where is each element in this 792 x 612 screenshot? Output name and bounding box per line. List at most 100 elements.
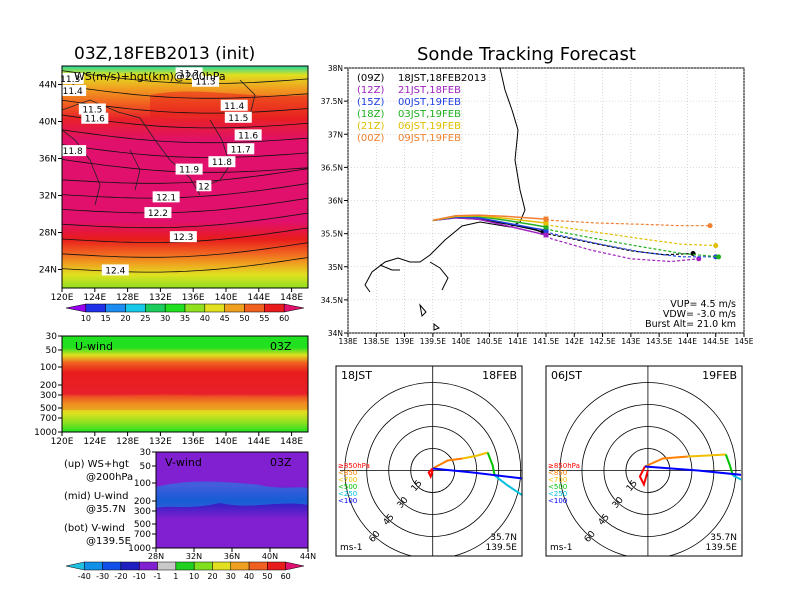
landing-marker [696,256,702,262]
colorbar-cell [85,303,106,313]
track-x-ticks: 138E 138.5E 139E 139.5E 140E 140.5E 141E 141.5E… [338,333,754,346]
hodograph-level: <100 [338,497,357,505]
vwind-y-tick-label: 50 [140,462,152,472]
hodograph-frame [335,365,523,557]
track-y-tick-label: 35.5N [321,230,343,239]
contour-line [62,242,308,258]
vwind-y-tick-label: 300 [134,507,151,517]
map-title: WS(m/s)+hgt(km)@200hPa [74,70,226,83]
legend-z: (09Z) [357,73,384,84]
contour-line [62,168,308,184]
contour-line [62,85,308,99]
hodograph-trace [494,474,522,497]
note-mid: (mid) U-wind @35.7N [64,490,128,516]
uwind-y-tick-label: 700 [40,414,57,424]
uwind-y-tick-label: 30 [46,332,58,342]
colorbar-label: 35 [180,314,190,323]
colorbar2-end [285,561,305,571]
contour-label: 11.4 [63,87,83,97]
colorbar2-label: 20 [207,572,217,581]
contour-label: 12.2 [148,209,168,219]
uwind-x-tick-label: 140E [215,437,238,447]
uwind-overlay [62,394,308,410]
legend-jst: 00JST,19FEB [398,97,461,108]
track-series [432,214,722,263]
contour-line [62,212,308,229]
colorbar2-label: -1 [154,572,162,581]
colorbar2-cell [84,561,103,571]
contour-label-box [152,191,180,203]
colorbar-label: 20 [120,314,130,323]
legend-z: (12Z) [357,85,384,96]
uwind-field [62,336,308,432]
vwind-y-tick-label: 500 [134,520,151,530]
hodograph-lon: 139.5E [706,543,738,553]
colorbar-cell [145,303,166,313]
contour-label-box [169,231,197,243]
map-x-tick-label: 136E [182,293,205,303]
hodograph-lon: 139.5E [486,543,518,553]
contour-label-box [224,111,252,123]
vwind-y-tick-label: 30 [140,448,152,458]
vwind-x-tick-label: 32N [186,552,202,561]
colorbar-cell [244,303,265,313]
contour-label: 11.7 [231,145,251,155]
hodograph-trace [644,465,741,476]
hodograph-units: ms-1 [550,543,572,553]
vwind-y-tick-label: 200 [134,497,151,507]
hodograph-level: ≥850hPa [338,462,370,470]
map-y-tick-label: 24N [39,266,57,276]
contour-label-box [81,112,109,124]
hodograph-ring-label: 15 [410,479,425,494]
colorbar-label: 50 [239,314,249,323]
map-x-tick-label: 140E [215,293,238,303]
hodograph-level: <700 [548,476,567,484]
hodograph-trace [644,455,688,468]
uwind-x-ticks: 120E 124E 128E 132E 136E 140E 144E 148E [51,432,303,447]
colorbar2-cell [267,561,286,571]
colorbar-cell [164,303,186,313]
track-x-tick-label: 142.5E [589,337,615,346]
hodograph-date: 19FEB [702,369,737,382]
legend-jst: 03JST,19FEB [398,109,461,120]
contour-label: 11.2 [179,69,199,79]
legend-jst: 18JST,18FEB2013 [398,73,486,84]
colorbar-cell [184,303,206,313]
map-y-tick-label: 36N [39,155,57,165]
map-y-tick-label: 32N [39,192,57,202]
hodograph-date: 18FEB [482,369,517,382]
contour-label: 11.3 [60,75,80,85]
hodograph-trace [427,467,434,480]
track-x-tick-label: 143E [621,337,640,346]
hodograph-level: <500 [338,483,357,491]
track-coast [364,68,526,331]
track-info-line: VUP= 4.5 m/s [670,299,736,310]
hodograph-level: <500 [548,483,567,491]
contour-label-box [196,180,212,192]
colorbar2-end [65,561,85,571]
uwind-frame [61,335,309,433]
vwind-x-tick-label: 40N [262,552,278,561]
colorbar2-cell [175,561,195,571]
colorbar-label: 25 [140,314,150,323]
contour-label-box [144,207,172,219]
colorbar2-cell [120,561,140,571]
vwind-time: 03Z [270,456,292,469]
colorbar-wind: -40 -30 -20 -10 -1 1 10 20 30 40 50 60 [65,561,305,581]
uwind-time: 03Z [270,340,292,353]
hodograph-units: ms-1 [340,543,362,553]
uwind-y-tick-label: 500 [40,404,57,414]
map-x-tick-label: 120E [51,293,74,303]
track-float [545,234,699,263]
uwind-x-tick-label: 148E [280,437,303,447]
contour-label-box [234,129,262,141]
colorbar-label: 55 [259,314,269,323]
uwind-x-tick-label: 124E [83,437,106,447]
track-y-tick-label: 34.5N [321,296,343,305]
track-x-tick-label: 140E [452,337,471,346]
